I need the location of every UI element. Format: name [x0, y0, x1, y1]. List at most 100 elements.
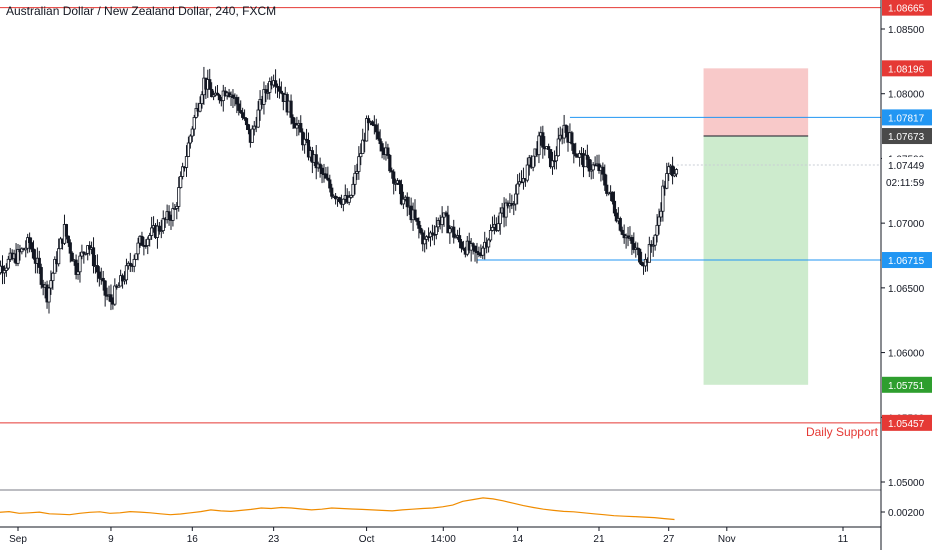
price-label-daily-resistance: 1.08665: [882, 0, 932, 16]
candle-up: [188, 135, 192, 144]
candle-up: [504, 202, 508, 218]
candle-down: [620, 229, 624, 235]
y-tick-label: 1.06000: [888, 349, 925, 360]
candle-up: [2, 270, 7, 274]
candle-down: [572, 143, 576, 155]
candle-down: [446, 214, 450, 234]
price-level-lines: [0, 7, 881, 424]
price-label-last-price: 1.07449: [882, 157, 932, 174]
x-tick-label: 14:00: [431, 534, 456, 545]
candle-up: [161, 218, 165, 231]
candle-down: [301, 131, 305, 146]
candle-up: [6, 258, 10, 269]
candle-up: [113, 285, 117, 305]
candle-down: [277, 86, 282, 92]
candle-up: [667, 166, 671, 174]
candle-up: [349, 194, 353, 198]
candle-down: [244, 118, 249, 126]
price-label-bg: [882, 128, 932, 145]
candle-up: [657, 216, 661, 226]
candle-down: [37, 257, 41, 268]
candle-down: [473, 245, 477, 252]
candle-down: [547, 146, 551, 150]
candle-up: [488, 230, 493, 241]
candle-down: [632, 243, 636, 250]
stop-loss-zone: [703, 68, 809, 137]
candle-down: [291, 116, 295, 124]
candle-up: [496, 223, 500, 231]
candle-down: [39, 267, 43, 285]
candle-down: [337, 197, 342, 202]
price-label-text: 1.07449: [888, 161, 925, 172]
candle-up: [47, 287, 51, 303]
candle-down: [242, 117, 247, 119]
candle-down: [548, 149, 553, 168]
candle-down: [157, 225, 161, 232]
candle-up: [262, 89, 266, 105]
price-label-text: 1.06715: [888, 256, 925, 267]
x-tick-label: Oct: [359, 534, 375, 545]
price-label-take-profit: 1.05751: [882, 376, 932, 393]
candle-down: [70, 252, 74, 262]
x-tick-label: 9: [108, 534, 114, 545]
candle-up: [355, 171, 359, 174]
candle-down: [95, 265, 100, 273]
candle-down: [320, 167, 324, 175]
candle-down: [603, 173, 607, 186]
candle-down: [541, 132, 545, 148]
candle-down: [210, 88, 214, 98]
candle-down: [392, 171, 396, 184]
candle-down: [461, 247, 466, 250]
y-tick-label: 1.07000: [888, 219, 925, 230]
candle-down: [239, 110, 243, 114]
price-label-horizontal-line: 1.06715: [882, 252, 932, 269]
price-label-horizontal-line: 1.07817: [882, 109, 932, 126]
candle-down: [413, 209, 417, 219]
price-label-stop-loss: 1.08196: [882, 60, 932, 77]
candle-up: [401, 198, 405, 205]
price-label-text: 1.07817: [888, 113, 925, 124]
candle-down: [366, 118, 371, 124]
candle-down: [231, 94, 235, 98]
candle-up: [295, 124, 299, 129]
candle-down: [140, 235, 144, 246]
candle-down: [264, 89, 268, 94]
candle-down: [419, 227, 423, 234]
candle-up: [136, 242, 140, 255]
candle-up: [434, 226, 438, 235]
candle-up: [554, 155, 558, 162]
candle-up: [122, 279, 127, 282]
candle-up: [589, 169, 593, 172]
daily-support-annotation: Daily Support: [805, 425, 878, 439]
candle-up: [556, 138, 560, 157]
candle-down: [552, 160, 557, 163]
candle-down: [101, 277, 105, 282]
y-tick-label: 1.05000: [888, 478, 925, 489]
candle-down: [417, 220, 421, 229]
candle-down: [289, 100, 293, 118]
candle-up: [192, 117, 196, 130]
candle-down: [318, 163, 322, 169]
candle-up: [134, 253, 138, 260]
candle-down: [370, 121, 375, 126]
candle-up: [252, 125, 256, 130]
price-label-text: 1.08196: [888, 64, 925, 75]
candle-up: [20, 248, 24, 253]
candle-up: [364, 118, 369, 142]
price-labels: 1.08665 1.08196 1.07817 1.07673 1.07449 1.067…: [882, 0, 932, 431]
candle-up: [148, 235, 152, 240]
candle-down: [241, 112, 245, 118]
candle-up: [80, 251, 84, 257]
candle-up: [184, 156, 189, 168]
candle-up: [347, 196, 351, 203]
candle-down: [380, 143, 384, 152]
candle-down: [444, 212, 448, 216]
price-label-entry: 1.07673: [882, 128, 932, 145]
candle-up: [525, 164, 529, 181]
candle-up: [171, 208, 175, 221]
candle-down: [128, 262, 132, 266]
x-tick-label: Sep: [9, 534, 27, 545]
candle-down: [585, 154, 589, 160]
candle-down: [217, 94, 222, 101]
